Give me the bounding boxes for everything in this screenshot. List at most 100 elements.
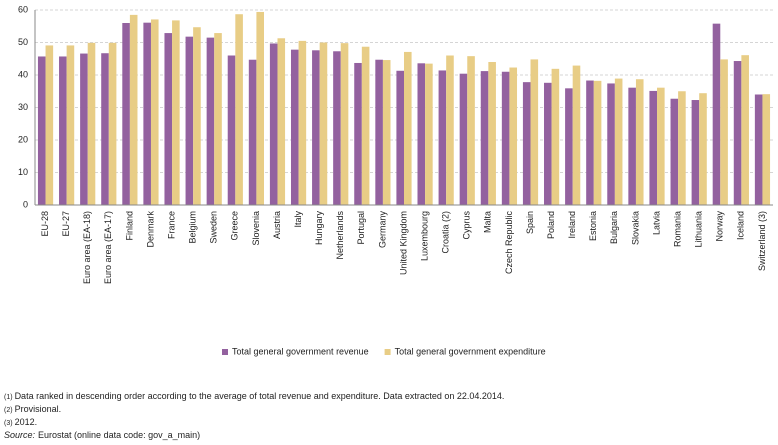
x-tick-label: Bulgaria — [609, 211, 619, 244]
bar — [607, 83, 615, 205]
bar — [87, 42, 96, 206]
x-tick-label: Czech Republic — [504, 211, 514, 275]
bar — [586, 80, 594, 205]
footnote: (1) Data ranked in descending order accor… — [4, 391, 504, 401]
bar — [164, 33, 173, 206]
bar — [122, 23, 130, 205]
source-label: Source: — [4, 430, 36, 440]
legend-swatch — [384, 349, 391, 355]
x-tick-label: Estonia — [588, 211, 598, 241]
x-tick-label: Malta — [483, 211, 493, 233]
bar — [404, 51, 412, 205]
legend-swatch — [222, 349, 228, 355]
bar — [37, 56, 46, 205]
x-tick-label: EU-28 — [40, 211, 50, 237]
x-tick-label: EU-27 — [61, 211, 71, 237]
x-tick-label: Sweden — [209, 211, 219, 244]
y-tick-label: 40 — [18, 69, 28, 79]
x-tick-label: Greece — [230, 211, 240, 241]
x-tick-label: Euro area (EA-17) — [103, 211, 113, 284]
bar — [522, 82, 531, 205]
bar — [80, 53, 88, 205]
bar — [333, 51, 341, 206]
bar — [670, 98, 679, 205]
bar — [509, 67, 518, 206]
bar — [467, 56, 475, 206]
x-tick-label: Spain — [525, 211, 535, 234]
bar — [214, 33, 222, 206]
x-tick-label: Iceland — [736, 211, 746, 240]
bar — [565, 88, 573, 205]
footnote-text: 2012. — [15, 417, 38, 427]
bar — [193, 27, 201, 205]
bar — [720, 59, 728, 206]
bar — [438, 70, 447, 205]
bar — [235, 14, 243, 205]
y-tick-label: 20 — [18, 134, 28, 144]
x-tick-label: Italy — [293, 211, 303, 228]
bar — [312, 50, 320, 205]
footnote-marker: (3) — [4, 420, 13, 427]
bar — [172, 20, 180, 206]
bar — [741, 55, 749, 205]
footnote: (3) 2012. — [4, 417, 37, 427]
bar — [382, 60, 391, 205]
footnote: (2) Provisional. — [4, 404, 61, 414]
x-tick-label: Finland — [124, 211, 134, 241]
bar — [227, 55, 236, 205]
legend-label: Total general government expenditure — [395, 346, 546, 356]
source: Source: Eurostat (online data code: gov_a… — [4, 430, 200, 440]
bar — [551, 68, 560, 205]
x-tick-label: Ireland — [567, 211, 577, 239]
x-tick-label: Slovakia — [630, 211, 640, 245]
x-tick-label: France — [166, 211, 176, 239]
footnote-marker: (2) — [4, 407, 13, 414]
bar — [699, 93, 707, 205]
x-tick-label: Germany — [377, 211, 387, 249]
bar — [678, 91, 686, 205]
bar — [396, 70, 404, 206]
bar — [762, 94, 771, 205]
bar — [446, 55, 454, 205]
bar — [129, 14, 138, 205]
bar — [277, 38, 286, 206]
x-tick-label: Netherlands — [335, 211, 345, 260]
bar — [417, 63, 426, 205]
y-tick-label: 60 — [18, 4, 28, 14]
bar — [572, 65, 581, 205]
x-tick-label: United Kingdom — [398, 211, 408, 275]
x-tick-label: Slovenia — [251, 211, 261, 246]
bar — [712, 23, 721, 206]
x-tick-label: Euro area (EA-18) — [82, 211, 92, 284]
y-tick-label: 30 — [18, 102, 28, 112]
bar — [340, 43, 349, 206]
y-tick-label: 50 — [18, 37, 28, 47]
bar — [59, 56, 67, 205]
bar — [649, 90, 658, 205]
bar — [425, 63, 433, 205]
x-tick-label: Norway — [715, 211, 725, 242]
x-tick-label: Hungary — [314, 211, 324, 246]
footnote-text: Provisional. — [15, 404, 62, 414]
footnote-marker: (1) — [4, 394, 13, 401]
bar — [614, 78, 623, 205]
bar — [544, 82, 552, 205]
bar — [459, 73, 468, 205]
bar — [256, 11, 264, 206]
bar — [206, 37, 215, 205]
x-tick-label: Romania — [672, 211, 682, 247]
bar — [691, 100, 700, 205]
bar — [657, 87, 665, 205]
x-tick-label: Austria — [272, 211, 282, 239]
bar — [593, 80, 602, 205]
footnote-text: Data ranked in descending order accordin… — [15, 391, 505, 401]
bar — [143, 22, 151, 205]
bar — [361, 46, 370, 205]
bar — [354, 62, 362, 205]
bar — [101, 53, 109, 205]
x-tick-label: Belgium — [188, 211, 198, 244]
bar — [298, 40, 307, 205]
bar — [66, 45, 75, 205]
bar — [319, 42, 328, 205]
